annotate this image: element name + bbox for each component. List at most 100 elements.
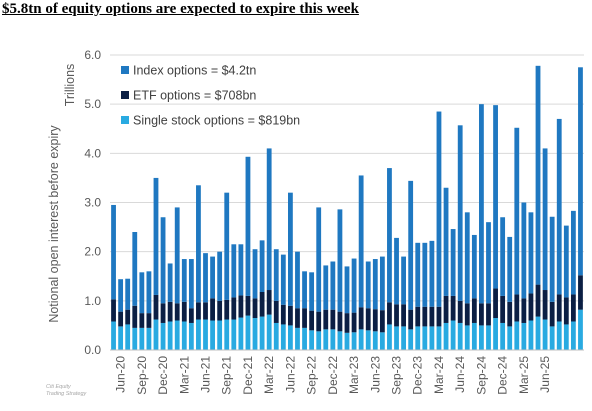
x-tick-label: Jun-25: [538, 356, 552, 393]
bar-segment-single: [316, 331, 322, 350]
bar-segment-index: [471, 234, 477, 299]
y-axis-ticks: 0.0 1.0 2.0 3.0 4.0 5.0 6.0: [84, 48, 101, 357]
bar-segment-etf: [309, 310, 315, 331]
bar-segment-single: [139, 327, 145, 351]
bar-segment-index: [365, 261, 371, 309]
bar-segment-etf: [188, 308, 194, 323]
bar-segment-index: [111, 204, 116, 300]
bar-segment-etf: [160, 303, 166, 323]
bar-segment-single: [266, 314, 272, 350]
bar-segment-etf: [479, 303, 484, 326]
legend-label-index: Index options = $4.2tn: [133, 64, 256, 78]
bar-segment-index: [188, 259, 194, 309]
y-tick-label: 2.0: [84, 245, 101, 259]
bar-segment-etf: [443, 295, 449, 323]
bar-segment-index: [132, 232, 138, 306]
bar-segment-etf: [316, 311, 322, 332]
x-tick-label: Dec-20: [156, 356, 170, 395]
y-tick-label: 4.0: [84, 146, 101, 160]
bar-segment-index: [358, 175, 364, 308]
bar-segment-single: [295, 327, 300, 351]
bar-segment-index: [570, 210, 576, 295]
bar-segment-single: [542, 319, 548, 350]
bar-segment-single: [556, 321, 562, 350]
bar-segment-single: [337, 331, 343, 350]
bar-segment-single: [330, 329, 336, 350]
bar-segment-index: [125, 278, 131, 310]
bar-segment-single: [457, 322, 463, 350]
bar-segment-single: [528, 320, 534, 350]
bar-segment-single: [309, 330, 315, 350]
bar-segment-single: [535, 316, 541, 350]
bar-segment-etf: [196, 302, 201, 320]
x-tick-label: Sep-21: [220, 356, 234, 395]
bar-segment-single: [507, 326, 513, 350]
bar-segment-index: [493, 105, 498, 289]
x-tick-label: Jun-22: [283, 356, 297, 393]
bar-segment-etf: [259, 291, 265, 317]
legend-label-etf: ETF options = $708bn: [133, 89, 256, 103]
bar-segment-etf: [429, 306, 435, 327]
x-tick-label: Mar-23: [347, 356, 361, 394]
bar-segment-etf: [500, 295, 506, 323]
bar-segment-etf: [273, 300, 279, 323]
bar-segment-etf: [507, 301, 513, 327]
x-tick-label: Dec-23: [411, 356, 425, 395]
bar-segment-single: [302, 327, 307, 351]
bar-segment-etf: [436, 306, 442, 327]
x-tick-label: Sep-20: [135, 356, 149, 395]
bar-segment-index: [224, 192, 230, 300]
bar-segment-single: [422, 326, 428, 350]
bar-segment-single: [570, 321, 576, 350]
bar-segment-etf: [556, 294, 562, 322]
bar-segment-etf: [464, 303, 470, 326]
bar-segment-etf: [358, 307, 364, 330]
bar-segment-index: [280, 254, 286, 305]
bar-segment-single: [203, 319, 208, 350]
bar-segment-index: [252, 249, 258, 299]
legend: Index options = $4.2tn ETF options = $70…: [121, 64, 300, 128]
x-tick-label: Jun-23: [368, 356, 382, 393]
bar-segment-etf: [514, 294, 520, 322]
bar-segment-single: [188, 322, 194, 350]
bar-segment-etf: [118, 311, 124, 327]
bar-segment-index: [535, 65, 541, 285]
bar-segment-etf: [570, 294, 576, 322]
bar-segment-single: [493, 318, 498, 350]
bar-segment-etf: [323, 309, 329, 330]
bar-segment-single: [394, 326, 399, 350]
bar-segment-index: [486, 222, 491, 304]
bar-segment-single: [429, 326, 435, 350]
bar-segment-etf: [365, 308, 371, 331]
y-tick-label: 1.0: [84, 294, 101, 308]
x-tick-label: Dec-22: [326, 356, 340, 395]
bar-segment-etf: [231, 297, 237, 320]
bar-segment-single: [273, 322, 279, 350]
bar-segment-etf: [408, 309, 414, 330]
legend-swatch-etf: [121, 91, 129, 99]
bar-segment-etf: [528, 293, 534, 321]
bar-segment-index: [153, 177, 159, 295]
legend-item-etf: ETF options = $708bn: [121, 89, 256, 103]
bar-segment-single: [118, 326, 124, 350]
bar-segment-etf: [217, 300, 223, 321]
x-tick-label: Mar-24: [432, 356, 446, 394]
bar-segment-etf: [578, 275, 583, 310]
bar-segment-etf: [139, 313, 145, 328]
bar-segment-index: [217, 251, 223, 301]
bar-segment-etf: [379, 310, 385, 333]
bar-series-group: [111, 65, 583, 351]
bar-segment-index: [160, 217, 166, 304]
bar-segment-index: [528, 212, 534, 294]
bar-segment-single: [132, 327, 138, 351]
bar-segment-index: [273, 249, 279, 301]
x-tick-label: Jun-20: [114, 356, 128, 393]
bar-segment-index: [302, 271, 307, 309]
bar-segment-index: [245, 156, 251, 296]
bar-segment-index: [372, 259, 378, 310]
bar-segment-etf: [450, 295, 456, 321]
bar-segment-single: [365, 330, 371, 350]
bar-segment-index: [514, 127, 520, 295]
bar-segment-single: [224, 319, 230, 350]
bar-segment-index: [196, 185, 201, 303]
